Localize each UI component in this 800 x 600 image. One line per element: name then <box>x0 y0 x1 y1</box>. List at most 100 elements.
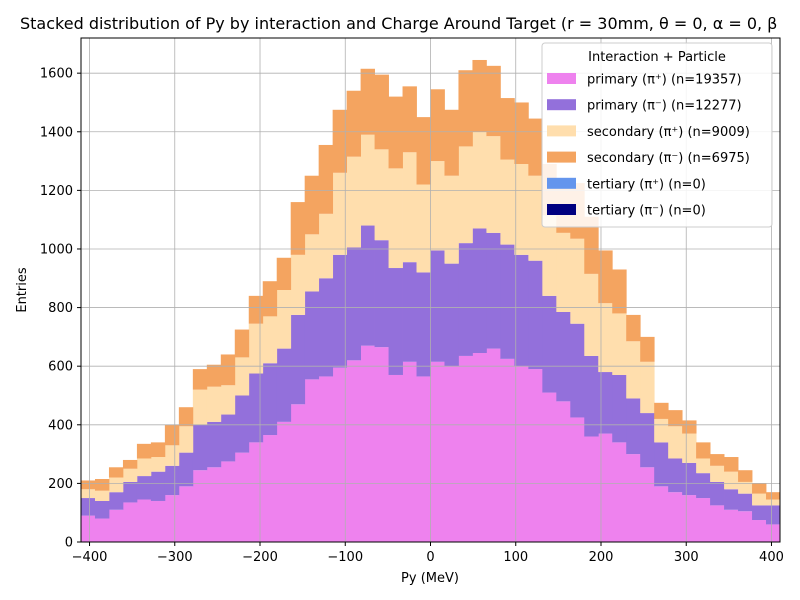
x-tick-label: 400 <box>759 550 784 565</box>
x-tick-label: −100 <box>327 550 363 565</box>
bar-series0-bin24 <box>416 376 431 542</box>
bar-series0-bin45 <box>710 505 725 542</box>
y-tick-label: 600 <box>48 360 73 375</box>
bar-series3-bin16 <box>304 175 320 235</box>
bar-series3-bin9 <box>206 364 222 387</box>
y-tick-label: 0 <box>65 536 73 551</box>
bar-series1-bin29 <box>486 232 501 349</box>
bar-series2-bin25 <box>430 161 445 251</box>
bar-series0-bin49 <box>766 524 781 542</box>
bar-series0-bin15 <box>290 404 306 542</box>
legend-swatch-5 <box>547 204 576 215</box>
bar-series2-bin36 <box>584 273 599 356</box>
bar-series2-bin26 <box>444 175 459 264</box>
bar-series0-bin33 <box>542 392 557 542</box>
bar-series2-bin27 <box>458 146 473 244</box>
bar-series1-bin6 <box>164 465 180 496</box>
bar-series0-bin3 <box>122 502 138 542</box>
bar-series2-bin41 <box>654 418 669 443</box>
bar-series1-bin32 <box>528 260 543 370</box>
bar-series2-bin10 <box>220 385 236 415</box>
bar-series3-bin41 <box>654 402 669 419</box>
bar-series3-bin39 <box>626 314 641 342</box>
bar-series0-bin37 <box>598 433 613 542</box>
bar-series3-bin37 <box>598 250 613 304</box>
bar-series0-bin40 <box>640 467 655 542</box>
bar-series2-bin14 <box>276 290 292 349</box>
bar-series2-bin23 <box>402 152 417 263</box>
bar-series1-bin47 <box>738 493 753 512</box>
bar-series3-bin13 <box>262 281 278 317</box>
bar-series1-bin20 <box>360 225 375 346</box>
y-tick-label: 1200 <box>40 184 73 199</box>
bar-series2-bin47 <box>738 481 753 494</box>
bar-series0-bin28 <box>472 353 487 542</box>
bar-series1-bin7 <box>178 452 194 487</box>
bar-series3-bin5 <box>150 442 166 458</box>
bar-series0-bin11 <box>234 452 250 542</box>
bar-series3-bin3 <box>122 459 138 469</box>
bar-series3-bin8 <box>192 369 208 390</box>
bar-series2-bin49 <box>766 499 781 506</box>
bar-series2-bin6 <box>164 445 180 466</box>
bar-series1-bin42 <box>668 458 683 493</box>
bar-series3-bin2 <box>108 467 124 478</box>
y-tick-label: 800 <box>48 301 73 316</box>
bar-series1-bin43 <box>682 462 697 496</box>
bar-series2-bin2 <box>108 477 124 493</box>
bar-series3-bin17 <box>318 144 334 214</box>
bar-series1-bin15 <box>290 314 306 405</box>
x-tick-label: 200 <box>589 550 614 565</box>
x-tick-label: 100 <box>503 550 528 565</box>
bar-series2-bin20 <box>360 134 375 226</box>
bar-series3-bin42 <box>668 410 683 427</box>
bar-series3-bin0 <box>81 480 96 490</box>
legend-label-1: primary (π⁻) (n=12277) <box>587 99 742 114</box>
bar-series1-bin2 <box>108 492 124 510</box>
bar-series3-bin20 <box>360 68 375 135</box>
bar-series1-bin9 <box>206 421 222 468</box>
bar-series1-bin26 <box>444 263 459 367</box>
bar-series0-bin31 <box>514 366 529 542</box>
bar-series2-bin39 <box>626 341 641 399</box>
bar-series1-bin41 <box>654 442 669 487</box>
bar-series0-bin39 <box>626 454 641 542</box>
bar-series2-bin12 <box>248 323 264 374</box>
bar-series1-bin27 <box>458 243 473 356</box>
bar-series2-bin17 <box>318 213 334 279</box>
bar-series0-bin27 <box>458 355 473 542</box>
bar-series2-bin3 <box>122 468 138 482</box>
bar-series0-bin30 <box>500 358 515 542</box>
x-tick-label: −200 <box>242 550 278 565</box>
bar-series3-bin30 <box>500 98 515 160</box>
bar-series2-bin0 <box>81 489 96 499</box>
bar-series3-bin47 <box>738 470 753 482</box>
bar-series2-bin7 <box>178 426 194 453</box>
bar-series3-bin31 <box>514 102 529 164</box>
y-tick-label: 400 <box>48 418 73 433</box>
bar-series0-bin7 <box>178 486 194 542</box>
bar-series3-bin46 <box>724 457 739 472</box>
bar-series1-bin40 <box>640 413 655 468</box>
x-axis-label: Py (MeV) <box>401 571 459 586</box>
bar-series3-bin49 <box>766 492 781 500</box>
bar-series0-bin47 <box>738 511 753 542</box>
bar-series3-bin44 <box>696 442 711 459</box>
bar-series1-bin24 <box>416 272 431 377</box>
bar-series0-bin34 <box>556 401 571 542</box>
legend-label-2: secondary (π⁺) (n=9009) <box>587 125 750 140</box>
bar-series2-bin42 <box>668 426 683 459</box>
bar-series2-bin19 <box>346 156 361 248</box>
bar-series1-bin31 <box>514 254 529 367</box>
bar-series1-bin21 <box>374 240 389 348</box>
bar-series1-bin33 <box>542 295 557 393</box>
bar-series0-bin10 <box>220 461 236 542</box>
bar-series1-bin8 <box>192 424 208 471</box>
bar-series3-bin32 <box>528 118 543 176</box>
bar-series2-bin44 <box>696 458 711 474</box>
bar-series0-bin20 <box>360 345 375 542</box>
bar-series0-bin25 <box>430 361 445 542</box>
bar-series1-bin28 <box>472 228 487 353</box>
bar-series3-bin45 <box>710 454 725 466</box>
bar-series0-bin19 <box>346 360 361 542</box>
